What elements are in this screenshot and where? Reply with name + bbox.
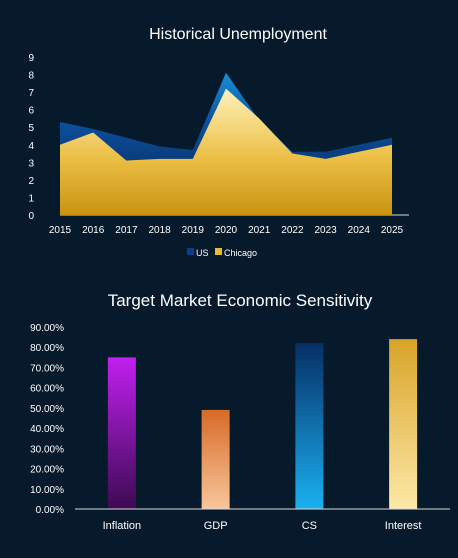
y-tick-label: 9 [28,53,34,64]
x-tick-label: 2019 [182,225,205,236]
x-tick-label: 2022 [281,225,304,236]
y-tick-label: 70.00% [30,363,64,374]
y-tick-label: 6 [28,106,34,117]
chart-title: Historical Unemployment [149,26,327,43]
x-tick-label: GDP [204,520,228,532]
x-tick-label: 2020 [215,225,238,236]
bar-cs [295,343,324,509]
y-tick-label: 90.00% [30,323,64,334]
y-tick-label: 40.00% [30,424,64,435]
legend-label-chicago: Chicago [224,248,257,258]
y-tick-label: 4 [28,141,34,152]
y-tick-label: 0.00% [36,505,64,516]
y-tick-label: 5 [28,123,34,134]
x-tick-label: 2018 [148,225,171,236]
y-tick-label: 20.00% [30,465,64,476]
x-tick-label: 2024 [348,225,371,236]
bar-inflation [107,357,136,509]
y-tick-label: 3 [28,158,34,169]
x-tick-label: Inflation [103,520,142,532]
x-tick-label: 2015 [49,225,72,236]
x-tick-label: CS [302,520,317,532]
x-tick-label: Interest [385,520,422,532]
y-tick-label: 0 [28,211,34,222]
y-tick-label: 50.00% [30,404,64,415]
legend-label-us: US [196,248,209,258]
y-tick-label: 7 [28,88,34,99]
x-tick-label: 2021 [248,225,271,236]
x-tick-label: 2016 [82,225,105,236]
x-tick-label: 2025 [381,225,404,236]
y-tick-label: 8 [28,71,34,82]
legend-swatch-chicago [215,248,222,255]
y-tick-label: 60.00% [30,384,64,395]
chart-title: Target Market Economic Sensitivity [108,291,373,310]
y-tick-label: 30.00% [30,444,64,455]
y-tick-label: 1 [28,193,34,204]
bar-interest [389,339,418,509]
y-tick-label: 2 [28,176,34,187]
sensitivity-bar-chart: Target Market Economic Sensitivity 0.00%… [30,291,450,532]
series-area-chicago [60,88,392,215]
x-tick-label: 2017 [115,225,138,236]
x-tick-label: 2023 [314,225,337,236]
y-tick-label: 80.00% [30,343,64,354]
y-tick-label: 10.00% [30,485,64,496]
legend-swatch-us [187,248,194,255]
unemployment-area-chart: Historical Unemployment 0 1 2 3 4 5 6 7 8 9 2015 20… [28,26,409,258]
legend: US Chicago [187,248,257,258]
bar-gdp [201,409,230,509]
